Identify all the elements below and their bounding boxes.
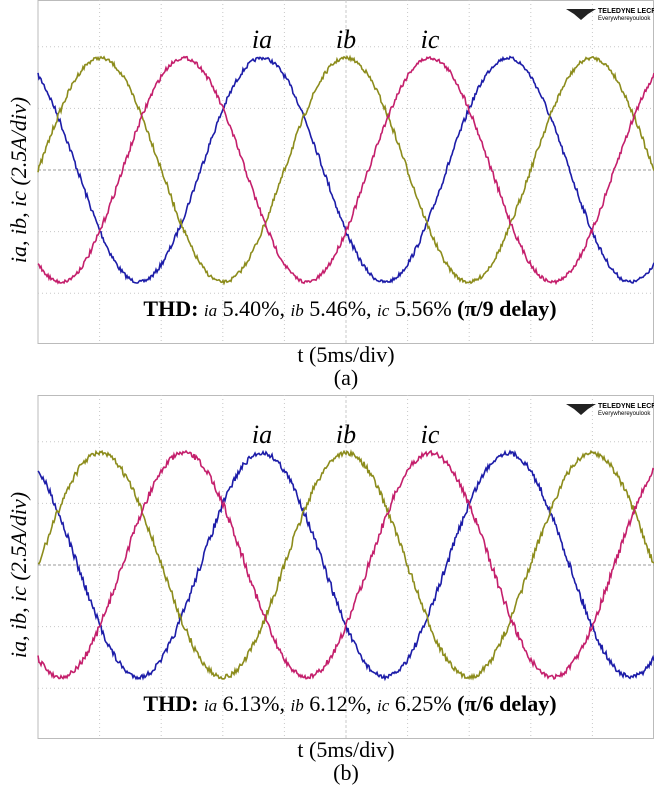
panel: TELEDYNE LECROYEverywhereyoulook ia, ib, … [6,0,654,390]
thd-label: THD: [143,296,198,321]
thd-current: ic [377,301,390,320]
trace-label: ib [336,420,356,449]
thd-current: ib [290,696,303,715]
trace-label: ic [421,25,440,54]
thd-current: ia [204,301,217,320]
thd-value: 6.13%, [223,691,285,716]
thd-note: (π/6 delay) [457,691,556,716]
trace-label: ic [421,420,440,449]
thd-current: ic [377,696,390,715]
x-axis-label: t (5ms/div) [297,737,394,762]
panel: TELEDYNE LECROYEverywhereyoulook ia, ib, … [6,395,654,785]
y-axis-label: ia, ib, ic (2.5A/div) [6,97,31,263]
figure: TELEDYNE LECROYEverywhereyoulookia, ib, … [0,0,654,790]
thd-value: 6.12%, [309,691,371,716]
trace-label: ia [252,25,272,54]
trace-label: ia [252,420,272,449]
caption: (a) [334,365,358,390]
thd-label: THD: [143,691,198,716]
brand-tagline: Everywhereyoulook [598,16,651,22]
thd-value: 5.40%, [223,296,285,321]
brand: TELEDYNE LECROY [598,403,654,410]
y-axis-label: ia, ib, ic (2.5A/div) [6,492,31,658]
thd-current: ib [290,301,303,320]
trace-label: ib [336,25,356,54]
thd-value: 6.25% [395,691,452,716]
x-axis-label: t (5ms/div) [297,342,394,367]
caption: (b) [333,760,359,785]
brand: TELEDYNE LECROY [598,8,654,15]
thd-value: 5.56% [395,296,452,321]
thd-note: (π/9 delay) [457,296,556,321]
thd-current: ia [204,696,217,715]
brand-tagline: Everywhereyoulook [598,411,651,417]
thd-value: 5.46%, [309,296,371,321]
